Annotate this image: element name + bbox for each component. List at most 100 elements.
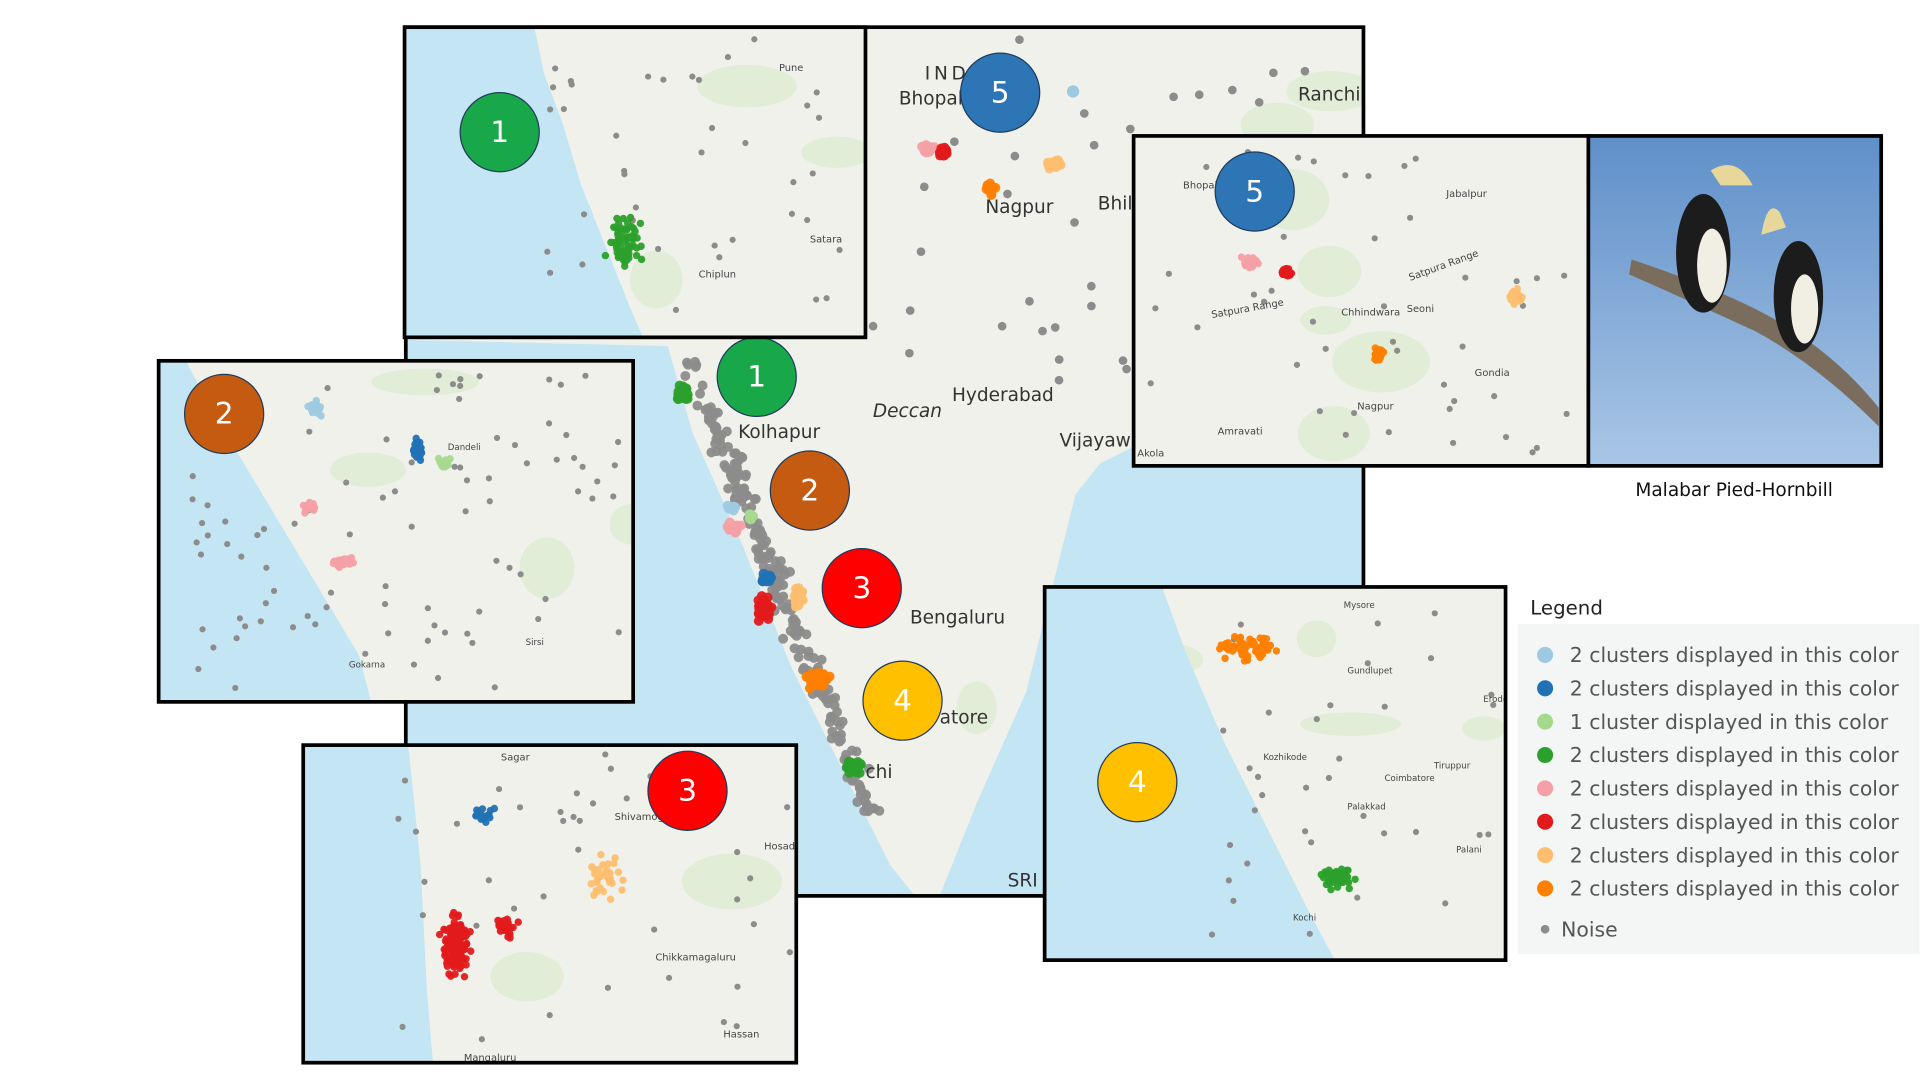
noise-point [1169, 92, 1178, 102]
sea [404, 27, 644, 338]
noise-point [193, 539, 200, 546]
place-label: Tiruppur [1433, 762, 1471, 772]
noise-point [560, 105, 567, 113]
point [451, 970, 459, 978]
point [803, 646, 814, 657]
point [411, 445, 420, 454]
noise-point [1450, 439, 1457, 447]
noise-point [573, 790, 580, 797]
legend-label: 2 clusters displayed in this color [1570, 810, 1900, 834]
noise-point [238, 553, 245, 560]
noise-point [1250, 291, 1258, 298]
noise-point [1087, 281, 1096, 291]
point [610, 859, 618, 868]
noise-point [1342, 172, 1349, 179]
cluster-badge [459, 92, 540, 173]
point [749, 493, 760, 504]
place-label: Sirsi [526, 638, 544, 648]
point [721, 426, 732, 437]
noise-point [1533, 444, 1540, 451]
point [1272, 647, 1281, 655]
noise-point [486, 498, 493, 505]
point [629, 241, 637, 249]
noise-point [1316, 408, 1323, 415]
place-label: Bhopal [899, 88, 963, 109]
point [1282, 265, 1290, 274]
point [1236, 633, 1245, 642]
noise-point [720, 1018, 727, 1026]
point [453, 944, 462, 952]
noise-point [836, 246, 843, 254]
inset-4-border [1042, 585, 1508, 962]
noise-point [463, 477, 471, 484]
noise-point [1251, 807, 1258, 814]
noise-point [379, 494, 386, 501]
inset-1: Pune Satara Chiplun 1 [404, 27, 866, 338]
noise-point [1561, 272, 1568, 279]
noise-point [546, 1012, 553, 1019]
noise-point [589, 800, 597, 807]
noise-point [327, 589, 335, 596]
noise-point [575, 488, 582, 495]
point [449, 908, 458, 917]
point [711, 446, 722, 457]
legend-swatch [1537, 813, 1554, 830]
noise-point [1371, 235, 1378, 242]
noise-point [1502, 433, 1510, 441]
noise-point [517, 571, 524, 578]
noise-point [1208, 931, 1216, 938]
point [623, 219, 632, 227]
noise-point [733, 1023, 740, 1030]
noise-point [610, 493, 617, 500]
noise-point [1237, 621, 1244, 628]
noise-point [1407, 214, 1414, 221]
noise-point [582, 372, 589, 379]
noise-point [607, 765, 614, 772]
place-label: Sagar [501, 752, 531, 763]
badge-number: 3 [678, 773, 697, 808]
cluster-badge [862, 660, 943, 741]
forest-patch [329, 452, 407, 487]
point [1240, 657, 1249, 665]
noise-point [362, 650, 369, 657]
point [1345, 884, 1353, 893]
point [1224, 639, 1232, 647]
place-label: chi [865, 762, 892, 783]
noise-point [478, 1036, 485, 1043]
noise-point [451, 463, 458, 470]
point [1237, 253, 1246, 261]
point [1254, 645, 1262, 654]
inset-3-border [301, 743, 799, 1065]
noise-point [615, 438, 622, 446]
point [467, 947, 475, 955]
noise-point [1015, 35, 1024, 45]
noise-point [1118, 356, 1128, 365]
point [597, 850, 605, 859]
legend-label: 2 clusters displayed in this color [1570, 843, 1900, 867]
place-label: Shivamogga [615, 812, 676, 823]
point [449, 925, 457, 933]
point [1254, 259, 1262, 268]
forest-patch [1286, 71, 1364, 112]
forest-patch [801, 136, 866, 168]
noise-point [1050, 323, 1060, 332]
cluster-badge [183, 373, 265, 455]
noise-point [424, 605, 431, 612]
cluster-badge [960, 52, 1041, 133]
noise-point [462, 508, 469, 515]
noise-point [456, 395, 463, 403]
noise-point [552, 65, 559, 72]
noise-point [1293, 361, 1301, 368]
noise-point [557, 808, 564, 816]
noise-point [1563, 410, 1570, 417]
point [1217, 641, 1225, 649]
noise-point [399, 1023, 406, 1030]
badge-number: 1 [490, 114, 509, 149]
legend-swatch [1537, 880, 1554, 897]
legend-box [1517, 624, 1920, 954]
noise-point [197, 551, 205, 558]
badge-number: 2 [800, 472, 819, 507]
point [823, 698, 834, 709]
noise-point [689, 73, 696, 80]
point [514, 918, 522, 926]
